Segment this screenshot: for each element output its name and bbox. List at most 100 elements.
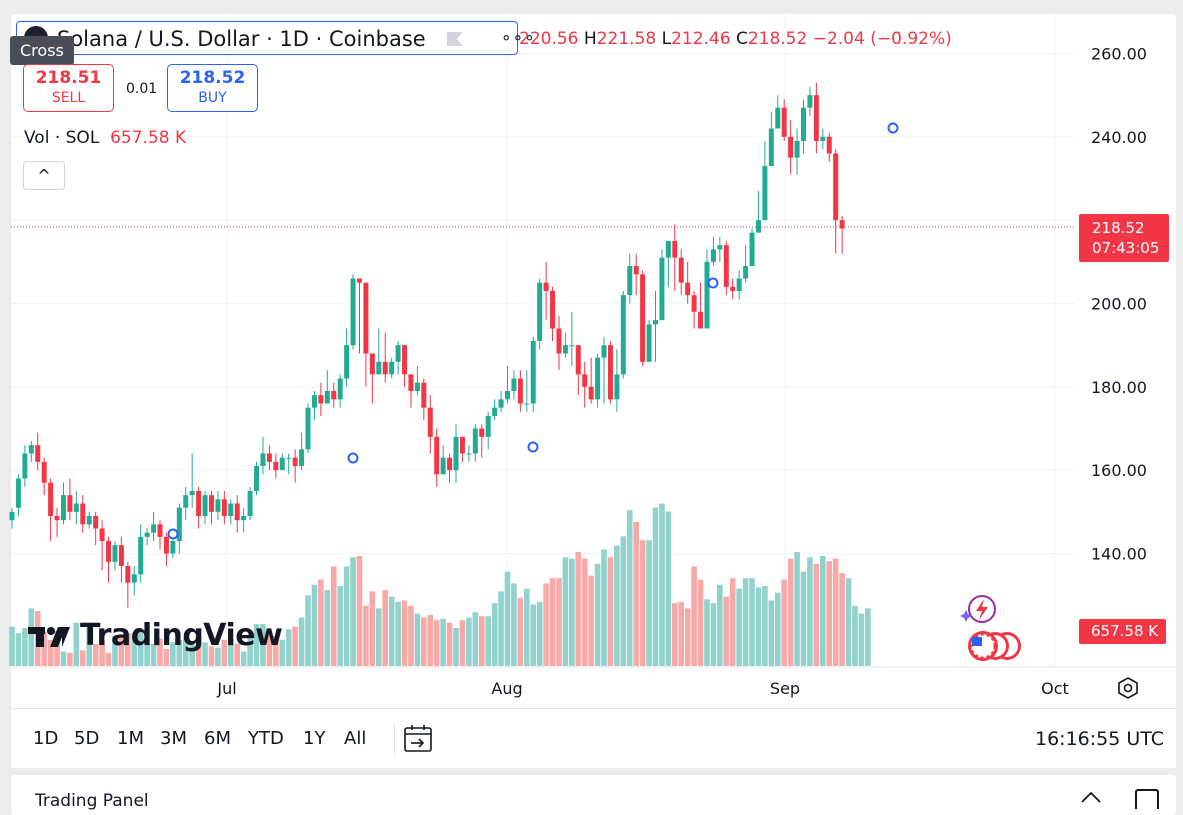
candle	[698, 282, 704, 329]
candle	[794, 128, 800, 175]
time-tick-label: Aug	[491, 679, 522, 698]
volume-bar	[440, 618, 446, 666]
indicator-lightning-icon[interactable]	[960, 592, 1000, 628]
candle	[318, 382, 324, 417]
volume-bar	[710, 603, 717, 666]
candle	[73, 491, 79, 525]
volume-bar	[845, 578, 852, 666]
volume-bar	[549, 578, 556, 666]
volume-bar	[865, 608, 871, 666]
dividend-marker-icon[interactable]	[707, 277, 719, 289]
candle	[788, 120, 794, 175]
candle	[459, 436, 465, 462]
volume-bar	[41, 631, 47, 666]
close-value: 218.52	[747, 29, 808, 49]
dividend-marker-icon[interactable]	[887, 122, 899, 134]
volume-bar	[665, 511, 672, 666]
volume-bar	[118, 634, 125, 666]
candle	[151, 511, 157, 542]
candle	[408, 374, 414, 408]
volume-bar	[498, 591, 504, 666]
low-value: 212.46	[671, 29, 731, 49]
range-6m-button[interactable]: 6M	[204, 728, 231, 749]
us-flag-events-icon[interactable]	[967, 628, 1031, 664]
trading-panel-title[interactable]: Trading Panel	[35, 791, 149, 811]
maximize-icon[interactable]	[1135, 789, 1159, 809]
more-icon[interactable]: ∘∘∘	[501, 28, 536, 48]
volume-bar	[556, 578, 562, 666]
tradingview-logo[interactable]: TradingView	[28, 618, 283, 653]
close-key: C	[735, 29, 748, 49]
candle	[595, 353, 601, 408]
volume-bar	[9, 626, 15, 666]
candle	[672, 224, 678, 291]
volume-bar	[86, 624, 93, 666]
volume-bar	[202, 642, 208, 666]
candle	[807, 86, 813, 116]
volume-bar	[92, 643, 99, 666]
collapse-legend-button[interactable]: ^	[23, 161, 65, 190]
volume-bar	[717, 584, 723, 666]
range-1m-button[interactable]: 1M	[117, 728, 144, 749]
candle	[305, 403, 311, 454]
volume-value: 657.58 K	[110, 128, 187, 148]
event-markers	[167, 122, 899, 540]
volume-bar	[356, 555, 363, 666]
symbol-title[interactable]: Solana / U.S. Dollar · 1D · Coinbase	[57, 27, 426, 51]
volume-bar	[858, 613, 865, 666]
candle	[292, 449, 298, 483]
candle	[266, 445, 272, 471]
volume-bar	[749, 578, 755, 666]
candle	[492, 399, 498, 421]
range-all-button[interactable]: All	[344, 728, 367, 749]
high-value: 221.58	[596, 29, 657, 49]
range-1y-button[interactable]: 1Y	[303, 728, 326, 749]
candle	[286, 453, 292, 475]
utc-clock[interactable]: 16:16:55 UTC	[1035, 728, 1165, 750]
candle	[273, 453, 279, 479]
dividend-marker-icon[interactable]	[527, 441, 539, 453]
candle	[331, 382, 337, 408]
candle	[659, 249, 665, 321]
low-key: L	[661, 29, 672, 49]
chevron-up-icon[interactable]	[1081, 791, 1101, 803]
range-3m-button[interactable]: 3M	[160, 728, 187, 749]
grid-lines	[11, 14, 1075, 667]
candle	[99, 520, 105, 571]
volume-bar	[427, 614, 434, 666]
candle	[582, 361, 588, 408]
date-range-calendar-icon[interactable]	[403, 723, 435, 755]
range-ytd-button[interactable]: YTD	[248, 728, 284, 749]
candle	[839, 215, 845, 254]
candle	[22, 445, 28, 487]
flag-icon[interactable]	[447, 32, 463, 46]
candle	[749, 228, 755, 266]
volume-bar	[723, 596, 730, 666]
candle	[768, 111, 774, 166]
candle	[653, 290, 658, 362]
candle	[228, 499, 234, 525]
dividend-marker-icon[interactable]	[167, 528, 179, 540]
candle	[176, 503, 182, 554]
volume-bar	[459, 620, 466, 666]
volume-bar	[691, 566, 697, 666]
dividend-marker-icon[interactable]	[347, 452, 359, 464]
sell-button[interactable]: 218.51 SELL	[23, 64, 114, 112]
tradingview-logo-icon	[28, 626, 70, 647]
buy-button[interactable]: 218.52 BUY	[167, 64, 258, 112]
volume-bar	[137, 630, 144, 666]
candle	[730, 278, 736, 300]
range-5d-button[interactable]: 5D	[74, 728, 100, 749]
ohlc-values: 220.56 H221.58 L212.46 C218.52 −2.04 (−0…	[519, 29, 952, 49]
candle	[183, 486, 189, 521]
volume-bar	[453, 628, 459, 666]
volume-bar	[337, 586, 343, 666]
volume-legend[interactable]: Vol · SOL 657.58 K	[24, 128, 186, 148]
volume-bar	[144, 643, 150, 666]
symbol-legend[interactable]: Solana / U.S. Dollar · 1D · Coinbase ∘∘∘	[16, 21, 535, 55]
auto-scale-settings-icon[interactable]	[1116, 676, 1140, 700]
volume-bar	[131, 633, 138, 666]
high-key: H	[583, 29, 597, 49]
range-1d-button[interactable]: 1D	[33, 728, 59, 749]
